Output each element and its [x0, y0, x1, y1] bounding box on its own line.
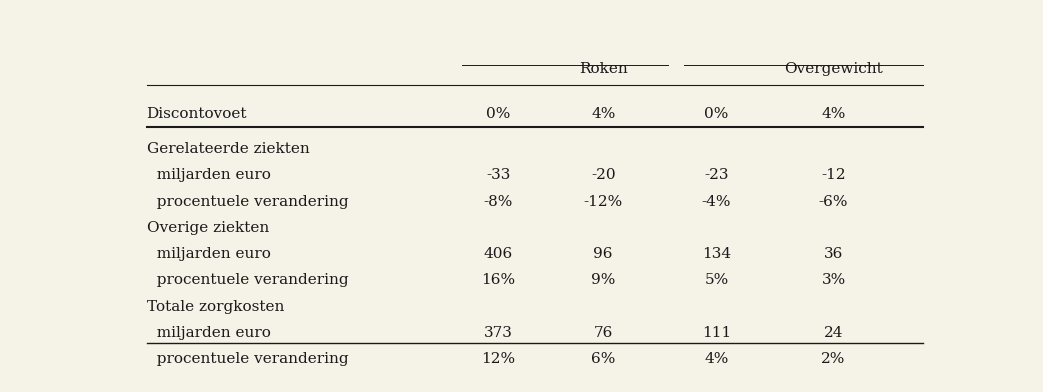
Text: 76: 76 — [593, 326, 613, 340]
Text: 4%: 4% — [591, 107, 615, 122]
Text: 4%: 4% — [704, 352, 729, 366]
Text: 2%: 2% — [822, 352, 846, 366]
Text: miljarden euro: miljarden euro — [146, 247, 270, 261]
Text: Gerelateerde ziekten: Gerelateerde ziekten — [146, 142, 310, 156]
Text: 111: 111 — [702, 326, 731, 340]
Text: procentuele verandering: procentuele verandering — [146, 352, 348, 366]
Text: 4%: 4% — [822, 107, 846, 122]
Text: procentuele verandering: procentuele verandering — [146, 195, 348, 209]
Text: Totale zorgkosten: Totale zorgkosten — [146, 299, 284, 314]
Text: 12%: 12% — [481, 352, 515, 366]
Text: 0%: 0% — [704, 107, 729, 122]
Text: -12: -12 — [821, 169, 846, 182]
Text: 0%: 0% — [486, 107, 510, 122]
Text: Discontovoet: Discontovoet — [146, 107, 247, 122]
Text: Roken: Roken — [579, 62, 628, 76]
Text: 9%: 9% — [591, 273, 615, 287]
Text: 373: 373 — [484, 326, 512, 340]
Text: 6%: 6% — [591, 352, 615, 366]
Text: -23: -23 — [704, 169, 729, 182]
Text: 3%: 3% — [822, 273, 846, 287]
Text: 406: 406 — [484, 247, 513, 261]
Text: 36: 36 — [824, 247, 844, 261]
Text: miljarden euro: miljarden euro — [146, 326, 270, 340]
Text: Overige ziekten: Overige ziekten — [146, 221, 269, 235]
Text: -6%: -6% — [819, 195, 848, 209]
Text: 96: 96 — [593, 247, 613, 261]
Text: -20: -20 — [591, 169, 615, 182]
Text: -8%: -8% — [484, 195, 513, 209]
Text: 24: 24 — [824, 326, 844, 340]
Text: procentuele verandering: procentuele verandering — [146, 273, 348, 287]
Text: 16%: 16% — [481, 273, 515, 287]
Text: 134: 134 — [702, 247, 731, 261]
Text: miljarden euro: miljarden euro — [146, 169, 270, 182]
Text: -12%: -12% — [584, 195, 623, 209]
Text: -4%: -4% — [702, 195, 731, 209]
Text: -33: -33 — [486, 169, 510, 182]
Text: 5%: 5% — [704, 273, 729, 287]
Text: Overgewicht: Overgewicht — [784, 62, 883, 76]
